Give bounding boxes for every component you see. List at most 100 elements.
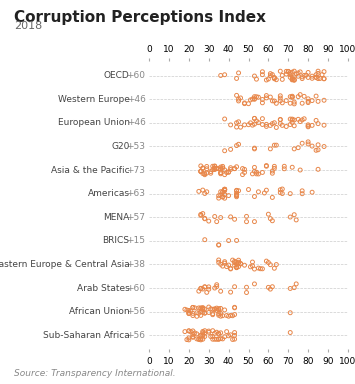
Point [218,261,224,267]
Point [293,281,299,287]
Text: +60: +60 [126,71,146,80]
Point [260,121,265,127]
Point [194,331,200,337]
Point [234,192,239,198]
Point [200,305,206,311]
Point [236,141,241,147]
Point [212,330,218,336]
Point [210,163,215,169]
Text: European Union: European Union [58,118,130,127]
Point [236,188,241,194]
Point [200,166,206,172]
Point [192,330,198,336]
Point [321,76,327,82]
Point [194,310,200,316]
Point [212,165,218,171]
Text: +56: +56 [126,331,146,340]
Point [194,336,200,342]
Point [226,262,231,268]
Point [278,121,283,127]
Point [269,71,275,78]
Point [234,237,239,243]
Point [256,189,261,195]
Point [234,192,239,199]
Point [210,167,215,173]
Point [224,313,229,319]
Point [216,330,222,336]
Point [301,72,307,78]
Point [200,333,206,339]
Point [313,71,319,78]
Point [228,166,234,172]
Point [252,121,257,127]
Point [188,308,194,314]
Point [263,187,269,193]
Point [204,170,209,176]
Point [268,94,273,100]
Point [198,336,204,342]
Point [240,166,245,172]
Point [232,258,237,264]
Point [222,307,228,313]
Point [305,123,311,129]
Point [234,192,239,199]
Point [266,284,271,290]
Point [224,329,229,335]
Point [289,93,295,99]
Point [198,163,204,169]
Point [222,186,228,192]
Point [190,333,196,339]
Point [222,186,228,192]
Point [218,166,224,172]
Text: MENA: MENA [103,213,130,222]
Point [234,259,239,265]
Point [250,259,255,265]
Point [204,189,209,195]
Point [212,285,218,291]
Point [252,96,257,103]
Point [315,121,321,127]
Point [250,263,255,269]
Point [208,170,214,176]
Point [228,122,234,128]
Point [182,328,188,334]
Point [295,73,301,79]
Point [285,68,291,74]
Point [202,306,208,312]
Point [220,189,225,195]
Point [268,71,273,77]
Point [253,171,259,177]
Point [184,307,190,313]
Point [198,333,204,339]
Point [248,264,253,270]
Point [252,73,257,79]
Point [226,169,231,175]
Point [285,68,291,74]
Point [273,142,279,148]
Point [214,329,219,335]
Point [263,93,269,99]
Point [256,119,261,126]
Point [228,265,234,271]
Point [313,93,319,99]
Point [220,194,225,200]
Point [196,310,202,316]
Point [234,75,239,81]
Point [269,284,275,290]
Point [242,122,247,128]
Text: +46: +46 [127,95,146,104]
Point [204,164,209,170]
Point [283,68,289,74]
Point [288,214,293,220]
Point [186,310,192,316]
Point [214,166,219,172]
Point [295,94,301,100]
Point [260,169,265,175]
Point [222,186,228,192]
Point [216,312,222,318]
Point [182,306,188,312]
Point [216,195,222,201]
Point [210,328,215,334]
Point [218,170,224,176]
Point [260,71,265,78]
